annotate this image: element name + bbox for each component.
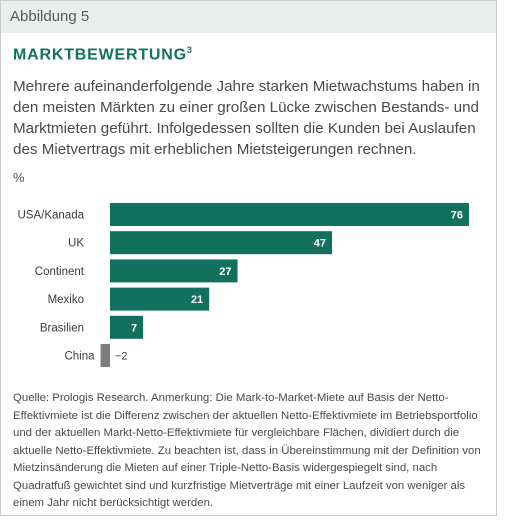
bar-continent — [110, 259, 238, 283]
value-label: 27 — [219, 266, 231, 278]
bar-usa-kanada — [110, 203, 469, 226]
bar-mexiko — [110, 287, 210, 311]
value-label: −2 — [115, 351, 128, 363]
category-label: Mexiko — [48, 294, 84, 306]
figure-panel: Abbildung 5 MARKTBEWERTUNG3 Mehrere aufe… — [0, 0, 497, 516]
bar-chart: USA/Kanada 76 UK 47 Continent 27 Mexiko 21 Brasi… — [18, 203, 469, 367]
figure-label: Abbildung 5 — [10, 8, 90, 25]
title-footnote-marker: 3 — [186, 45, 192, 55]
bar-china — [100, 344, 110, 367]
value-label: 7 — [131, 322, 137, 334]
bar-uk — [110, 231, 333, 255]
chart-title-text: MARKTBEWERTUNG — [13, 46, 187, 64]
value-label: 47 — [314, 238, 326, 250]
category-label: USA/Kanada — [18, 210, 85, 222]
chart-subtitle: Mehrere aufeinanderfolgende Jahre starke… — [13, 78, 480, 158]
category-label: Continent — [35, 266, 85, 278]
category-label: China — [64, 351, 95, 363]
source-note: Quelle: Prologis Research. Anmerkung: Di… — [13, 392, 481, 509]
category-label: Brasilien — [40, 322, 84, 334]
figure-header: Abbildung 5 — [1, 1, 496, 33]
unit-label: % — [13, 170, 25, 185]
value-label: 76 — [451, 210, 463, 222]
chart-title: MARKTBEWERTUNG3 — [13, 45, 192, 64]
category-label: UK — [68, 238, 84, 250]
bar-brasilien — [110, 315, 144, 339]
value-label: 21 — [191, 294, 203, 306]
